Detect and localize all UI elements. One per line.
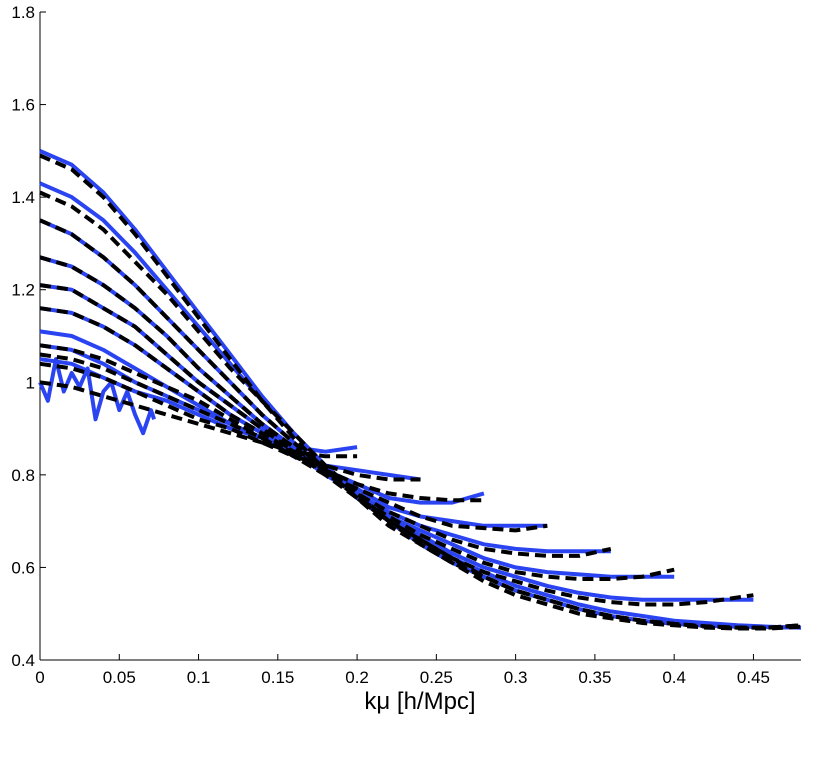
- x-axis-title: kμ [h/Mpc]: [364, 688, 475, 715]
- y-tick-label: 1: [26, 373, 35, 392]
- y-tick-label: 1.2: [11, 281, 35, 300]
- model-curve: [39, 153, 802, 631]
- x-tick-label: 0.3: [504, 668, 528, 687]
- x-tick-label: 0.4: [662, 668, 686, 687]
- model-curve: [39, 255, 754, 607]
- y-tick-label: 0.4: [11, 651, 35, 670]
- measured-curve: [39, 181, 802, 630]
- x-tick-label: 0.35: [578, 668, 611, 687]
- y-tick-label: 1.8: [11, 3, 35, 22]
- series-group: [38, 149, 802, 631]
- measured-curve: [38, 357, 156, 436]
- x-tick-label: 0.45: [737, 668, 770, 687]
- y-tick-label: 0.8: [11, 466, 35, 485]
- y-tick-label: 1.6: [11, 96, 35, 115]
- measured-curve: [39, 283, 611, 554]
- y-tick-label: 1.4: [11, 188, 35, 207]
- x-tick-label: 0.15: [261, 668, 294, 687]
- x-tick-label: 0: [35, 668, 44, 687]
- y-tick-label: 0.6: [11, 558, 35, 577]
- x-tick-label: 0.05: [103, 668, 136, 687]
- ticks: 0 0.05 0.1 0.15 0.2 0.25 0.3 0.35 0.4 0.45 0.4 0.6 0…: [11, 3, 770, 687]
- x-tick-label: 0.25: [420, 668, 453, 687]
- model-curve: [39, 306, 612, 558]
- x-tick-label: 0.1: [187, 668, 211, 687]
- model-curve: [39, 283, 675, 581]
- x-tick-label: 0.2: [345, 668, 369, 687]
- model-curve: [39, 343, 548, 533]
- axes: [39, 12, 801, 661]
- measured-curve: [39, 306, 548, 528]
